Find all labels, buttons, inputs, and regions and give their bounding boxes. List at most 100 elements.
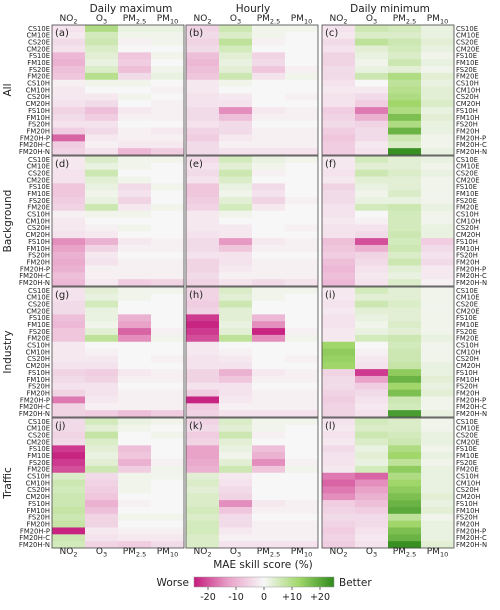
heatmap-cell (285, 217, 319, 225)
heatmap-cell (355, 52, 389, 60)
model-label-right: CS20H (456, 224, 479, 232)
heatmap-cell (388, 93, 422, 101)
heatmap-cell (285, 203, 319, 212)
model-label-right: CM20E (456, 307, 480, 315)
heatmap-cell (151, 251, 185, 259)
heatmap-cell (186, 197, 220, 205)
heatmap-cell (388, 307, 422, 315)
model-label-right: FM20E (456, 73, 479, 81)
heatmap-cell (355, 534, 389, 542)
heatmap-cell (118, 520, 152, 528)
heatmap-cell (421, 410, 455, 418)
heatmap-cell (186, 120, 220, 128)
heatmap-cell (85, 362, 119, 370)
heatmap-cell (52, 396, 86, 404)
model-label-left: FM20H-N (19, 148, 50, 156)
heatmap-cell (252, 183, 286, 191)
heatmap-cell (151, 369, 185, 377)
heatmap-cell (186, 113, 220, 122)
model-label-right: FM10E (456, 190, 479, 198)
heatmap-cell (388, 169, 422, 177)
heatmap-cell (151, 541, 185, 549)
heatmap-cell (85, 197, 119, 205)
heatmap-cell (52, 418, 86, 426)
heatmap-cell (118, 38, 152, 46)
heatmap-cell (151, 431, 185, 439)
heatmap-cell (151, 197, 185, 205)
heatmap-cell (388, 141, 422, 149)
heatmap-cell (252, 197, 286, 205)
heatmap-cell (186, 100, 220, 108)
heatmap-cell (388, 251, 422, 259)
heatmap-cell (355, 362, 389, 370)
heatmap-cell (151, 169, 185, 177)
heatmap-cell (151, 520, 185, 528)
heatmap-cell (355, 134, 389, 142)
heatmap-cell (52, 244, 86, 253)
heatmap-cell (151, 300, 185, 308)
heatmap-cell (151, 120, 185, 128)
heatmap-cell (252, 362, 286, 370)
heatmap-cell (355, 506, 389, 515)
heatmap-cell (52, 258, 86, 266)
model-label-left: CS20E (28, 432, 50, 440)
heatmap-cell (285, 403, 319, 411)
heatmap-cell (118, 127, 152, 135)
heatmap-cell (285, 493, 319, 501)
heatmap-cell (388, 314, 422, 322)
model-label-right: FM20E (456, 204, 479, 212)
heatmap-cell (421, 321, 455, 329)
heatmap-cell (186, 500, 220, 508)
heatmap-cell (388, 38, 422, 46)
heatmap-cell (85, 66, 119, 74)
heatmap-cell (421, 59, 455, 67)
heatmap-cell (388, 25, 422, 33)
heatmap-cell (285, 293, 319, 301)
heatmap-cell (186, 127, 220, 135)
heatmap-cell (186, 183, 220, 191)
heatmap-cell (252, 472, 286, 480)
heatmap-cell (52, 79, 86, 87)
heatmap-cell (85, 321, 119, 329)
heatmap-cell (52, 500, 86, 508)
heatmap-cell (85, 527, 119, 535)
heatmap-cell (388, 459, 422, 467)
heatmap-cell (186, 307, 220, 315)
heatmap-cell (285, 120, 319, 128)
heatmap-cell (52, 52, 86, 60)
heatmap-cell (52, 100, 86, 108)
heatmap-cell (118, 169, 152, 177)
heatmap-cell (355, 452, 389, 460)
heatmap-cell (186, 410, 220, 418)
heatmap-cell (322, 231, 356, 239)
panel-frame (321, 24, 455, 156)
heatmap-cell (85, 445, 119, 453)
model-label-right: FS10E (456, 314, 477, 322)
heatmap-cell (186, 459, 220, 467)
heatmap-cell (52, 493, 86, 501)
heatmap-cell (219, 66, 253, 74)
model-label-left: FM10E (27, 59, 50, 67)
heatmap-cell (151, 486, 185, 494)
heatmap-cell (186, 334, 220, 343)
model-label-right: CS10E (456, 156, 478, 164)
heatmap-cell (85, 210, 119, 218)
pollutant-label: NO2 (60, 547, 78, 559)
heatmap-cell (388, 341, 422, 349)
model-label-right: CS10H (456, 80, 479, 88)
heatmap-cell (85, 59, 119, 67)
heatmap-cell (118, 31, 152, 39)
heatmap-cell (388, 300, 422, 308)
pollutant-label: PM2.5 (123, 14, 147, 26)
heatmap-cell (219, 251, 253, 259)
pollutant-label: PM10 (291, 14, 312, 26)
heatmap-cell (322, 107, 356, 115)
heatmap-cell (85, 38, 119, 46)
heatmap-cell (85, 287, 119, 295)
heatmap-cell (388, 452, 422, 460)
pollutant-label: PM2.5 (257, 14, 281, 26)
heatmap-cell (151, 287, 185, 295)
heatmap-cell (421, 93, 455, 101)
heatmap-cell (388, 217, 422, 225)
heatmap-cell (219, 265, 253, 273)
